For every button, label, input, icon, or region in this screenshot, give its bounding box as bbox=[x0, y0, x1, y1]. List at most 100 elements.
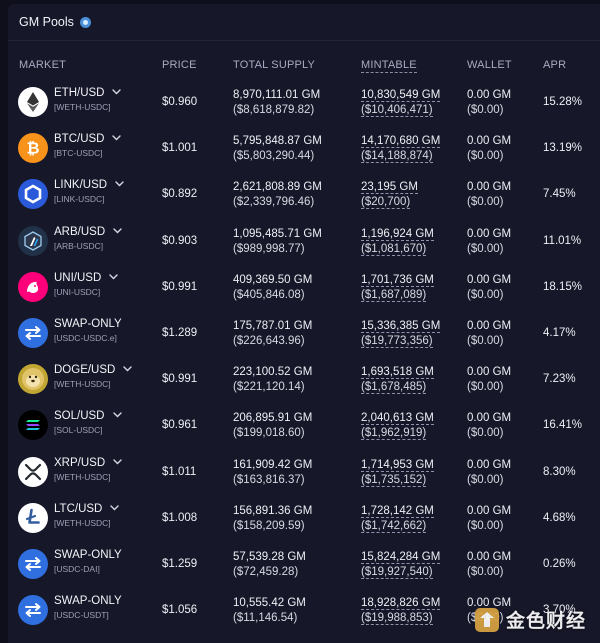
total-supply-usd: ($5,803,290.44) bbox=[233, 150, 315, 163]
market-name[interactable]: LINK/USD bbox=[54, 179, 124, 191]
chevron-down-icon[interactable] bbox=[112, 412, 122, 418]
chevron-down-icon[interactable] bbox=[109, 274, 118, 280]
mintable-gm[interactable]: 15,824,284 GM bbox=[361, 551, 441, 564]
watermark-text: 金色财经 bbox=[505, 610, 586, 632]
market-name[interactable]: SWAP-ONLY bbox=[54, 318, 122, 330]
total-supply-usd: ($199,018.60) bbox=[233, 427, 305, 440]
chevron-down-icon[interactable] bbox=[123, 366, 133, 372]
chevron-down-icon[interactable] bbox=[115, 181, 124, 187]
total-supply-gm: 223,100.52 GM bbox=[233, 366, 313, 379]
market-name[interactable]: BTC/USD bbox=[54, 133, 122, 145]
total-supply-gm: 5,795,848.87 GM bbox=[233, 135, 322, 148]
wallet-usd: ($0.00) bbox=[467, 335, 504, 347]
market-name[interactable]: LTC/USD bbox=[54, 503, 120, 515]
mintable-usd[interactable]: ($1,081,670) bbox=[361, 242, 427, 256]
chevron-down-icon[interactable] bbox=[113, 227, 122, 234]
apr-value: 3.70% bbox=[543, 604, 576, 617]
market-name[interactable]: DOGE/USD bbox=[54, 364, 133, 376]
swap-icon bbox=[18, 318, 48, 348]
market-name[interactable]: XRP/USD bbox=[54, 457, 122, 469]
mintable-usd[interactable]: ($1,687,089) bbox=[361, 288, 427, 302]
mintable-usd[interactable]: ($1,735,152) bbox=[361, 473, 427, 487]
mintable-gm[interactable]: 1,693,518 GM bbox=[361, 366, 434, 380]
total-supply-usd: ($989,998.77) bbox=[233, 242, 305, 255]
mintable-usd[interactable]: ($10,406,471) bbox=[361, 104, 433, 117]
market-name[interactable]: SWAP-ONLY bbox=[54, 595, 122, 608]
mintable-usd[interactable]: ($1,742,662) bbox=[361, 519, 427, 533]
market-name[interactable]: ETH/USD bbox=[54, 87, 122, 99]
apr-value: 11.01% bbox=[543, 234, 582, 247]
svg-text:₿: ₿ bbox=[26, 139, 39, 158]
table-row[interactable]: DOGE/USD [WETH-USDC] $0.991 223,100.52 G… bbox=[8, 357, 600, 403]
info-icon[interactable] bbox=[79, 16, 91, 28]
page-title: GM Pools bbox=[19, 15, 74, 29]
mintable-usd[interactable]: ($14,188,874) bbox=[361, 150, 433, 164]
wallet-gm: 0.00 GM bbox=[467, 551, 512, 563]
mintable-gm[interactable]: 14,170,680 GM bbox=[361, 135, 441, 149]
chevron-down-icon[interactable] bbox=[112, 135, 122, 141]
wallet-gm: 0.00 GM bbox=[467, 89, 512, 101]
table-row[interactable]: UNI/USD [UNI-USDC] $0.991 409,369.50 GM … bbox=[8, 265, 600, 311]
mintable-gm[interactable]: 1,714,953 GM bbox=[361, 458, 434, 472]
table-row[interactable]: XRP/USD [WETH-USDC] $1.011 161,909.42 GM… bbox=[8, 450, 600, 496]
total-supply-gm: 156,891.36 GM bbox=[233, 504, 313, 517]
market-name[interactable]: UNI/USD bbox=[54, 272, 118, 284]
wallet-usd: ($0.00) bbox=[467, 473, 504, 486]
total-supply-gm: 1,095,485.71 GM bbox=[233, 227, 322, 240]
market-pair: [WETH-USDC] bbox=[54, 102, 111, 112]
table-row[interactable]: LINK/USD [LINK-USDC] $0.892 2,621,808.89… bbox=[8, 172, 600, 218]
table-row[interactable]: ARB/USD [ARB-USDC] $0.903 1,095,485.71 G… bbox=[8, 219, 600, 265]
table-row[interactable]: ETH/USD [WETH-USDC] $0.960 8,970,111.01 … bbox=[8, 80, 600, 126]
total-supply-gm: 57,539.28 GM bbox=[233, 551, 306, 563]
wallet-usd: ($0.00) bbox=[467, 288, 504, 301]
mintable-gm[interactable]: 1,196,924 GM bbox=[361, 227, 434, 241]
col-mintable[interactable]: MINTABLE bbox=[361, 59, 417, 73]
market-pair: [WETH-USDC] bbox=[54, 517, 111, 528]
mintable-gm[interactable]: 1,701,736 GM bbox=[361, 273, 434, 287]
table-row[interactable]: SWAP-ONLY [USDC-USDC.e] $1.289 175,787.0… bbox=[8, 311, 600, 357]
wallet-usd: ($0.00) bbox=[467, 519, 504, 532]
mintable-usd[interactable]: ($1,678,485) bbox=[361, 381, 427, 395]
col-apr: APR bbox=[543, 59, 567, 71]
mintable-gm[interactable]: 10,830,549 GM bbox=[361, 89, 441, 102]
table-row[interactable]: SWAP-ONLY [USDC-DAI] $1.259 57,539.28 GM… bbox=[8, 542, 600, 588]
total-supply-gm: 161,909.42 GM bbox=[233, 458, 313, 471]
market-pair: [USDC-USDT] bbox=[54, 610, 109, 621]
mintable-usd[interactable]: ($19,988,853) bbox=[361, 612, 433, 626]
wallet-gm: 0.00 GM bbox=[467, 597, 512, 610]
market-pair: [LINK-USDC] bbox=[54, 194, 105, 205]
market-name[interactable]: SOL/USD bbox=[54, 410, 122, 422]
jinse-logo-icon bbox=[474, 607, 499, 632]
mintable-usd[interactable]: ($19,927,540) bbox=[361, 566, 433, 579]
table-row[interactable]: ₿ BTC/USD [BTC-USDC] $1.001 5,795,848.87… bbox=[8, 126, 600, 172]
mintable-gm[interactable]: 1,728,142 GM bbox=[361, 504, 434, 518]
mintable-gm[interactable]: 2,040,613 GM bbox=[361, 412, 434, 426]
mintable-gm[interactable]: 23,195 GM bbox=[361, 181, 418, 195]
total-supply-gm: 2,621,808.89 GM bbox=[233, 181, 322, 194]
apr-value: 4.17% bbox=[543, 327, 576, 339]
chevron-down-icon[interactable] bbox=[113, 458, 122, 465]
apr-value: 4.68% bbox=[543, 511, 576, 524]
wallet-usd: ($0.00) bbox=[467, 104, 504, 116]
mintable-usd[interactable]: ($1,962,919) bbox=[361, 427, 427, 441]
chevron-down-icon[interactable] bbox=[112, 89, 122, 95]
total-supply-usd: ($405,846.08) bbox=[233, 288, 305, 301]
wallet-gm: 0.00 GM bbox=[467, 412, 512, 425]
wallet-usd: ($0.00) bbox=[467, 427, 504, 440]
total-supply-usd: ($72,459.28) bbox=[233, 566, 299, 578]
gm-pools-panel: GM Pools MARKET PRICE TOTAL SUPPLY MINTA… bbox=[8, 4, 600, 643]
watermark: 金色财经 bbox=[474, 606, 586, 633]
wallet-gm: 0.00 GM bbox=[467, 227, 512, 240]
mintable-usd[interactable]: ($19,773,356) bbox=[361, 335, 433, 348]
mintable-gm[interactable]: 15,336,385 GM bbox=[361, 320, 441, 333]
mintable-usd[interactable]: ($20,700) bbox=[361, 196, 411, 210]
market-name[interactable]: ARB/USD bbox=[54, 226, 122, 238]
mintable-gm[interactable]: 18,928,826 GM bbox=[361, 597, 441, 611]
table-row[interactable]: SOL/USD [SOL-USDC] $0.961 206,895.91 GM … bbox=[8, 403, 600, 449]
market-name[interactable]: SWAP-ONLY bbox=[54, 549, 122, 561]
table-row[interactable]: LTC/USD [WETH-USDC] $1.008 156,891.36 GM… bbox=[8, 496, 600, 542]
price-value: $1.259 bbox=[162, 558, 198, 570]
chevron-down-icon[interactable] bbox=[110, 505, 120, 511]
total-supply-usd: ($2,339,796.46) bbox=[233, 196, 315, 209]
market-pair: [USDC-DAI] bbox=[54, 564, 100, 574]
